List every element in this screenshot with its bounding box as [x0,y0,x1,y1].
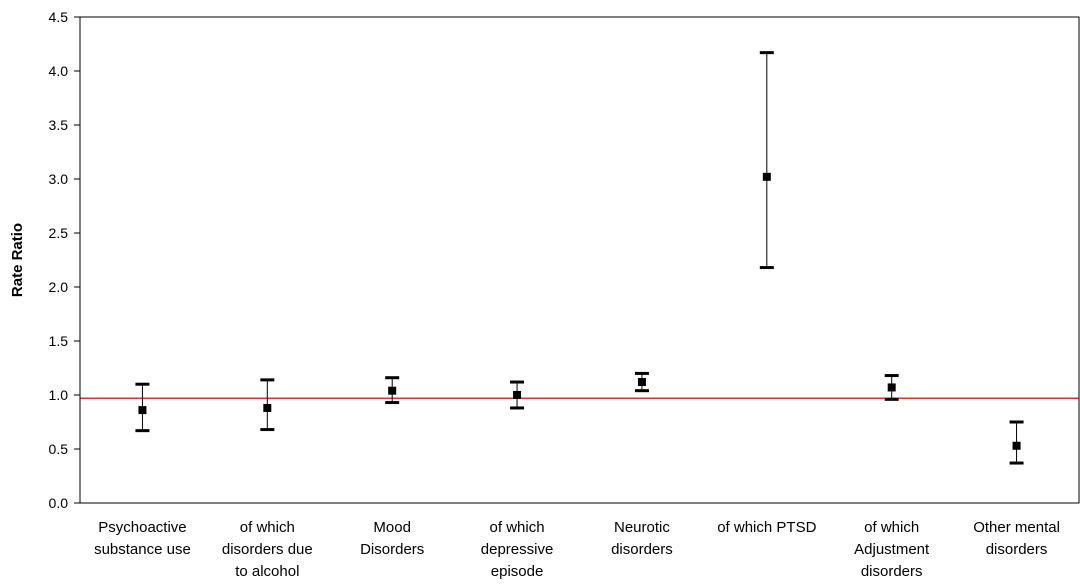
category-label-line: substance use [94,541,191,558]
point-marker [1012,441,1021,450]
data-point-group [135,382,150,433]
category-label: of which depressive episode [481,519,554,580]
category-label-line: Mood [373,519,411,536]
data-point-group [385,376,400,405]
x-axis-labels: Psychoactive substance use of which disorde… [94,519,1060,580]
category-label-line: Adjustment [854,541,930,558]
category-label-line: Disorders [360,541,424,558]
y-tick-label: 3.0 [49,171,69,187]
y-tick-label: 3.5 [49,117,69,133]
point-marker [138,406,147,415]
plot-area-frame [79,16,1080,504]
category-label-line: disorders [611,541,673,558]
category-label-line: disorders [986,541,1048,558]
category-label-line: Psychoactive [98,519,186,536]
y-tick-label: 1.5 [49,333,69,349]
y-tick-label: 0.0 [49,495,69,511]
point-marker [637,378,646,387]
y-tick-label: 0.5 [49,441,69,457]
category-label-line: Neurotic [614,519,670,536]
category-label: Psychoactive substance use [94,519,191,558]
y-tick-label: 4.5 [49,9,69,25]
data-point-group [1009,420,1024,465]
category-label-line: Other mental [973,519,1060,536]
point-marker [762,172,771,181]
category-label-line: episode [491,563,544,580]
category-label: Neurotic disorders [611,519,673,558]
point-marker [513,391,522,399]
y-tick-label: 4.0 [49,63,69,79]
data-point-group [634,371,649,393]
category-label-line: of which [864,519,919,536]
data-point-group [260,378,275,432]
category-label-line: disorders [861,563,923,580]
point-marker [388,386,397,395]
points-layer [135,51,1024,465]
category-label-line: of which [490,519,545,536]
category-label-line: of which [240,519,295,536]
category-label-line: to alcohol [235,563,299,580]
category-label: Mood Disorders [360,519,424,558]
y-axis-ticks: 0.0 0.5 1.0 1.5 2.0 2.5 3.0 3.5 4.0 4.5 [49,9,80,511]
y-tick-label: 2.0 [49,279,69,295]
data-point-group [510,380,525,410]
category-label-line: disorders due [222,541,313,558]
category-label: of which Adjustment disorders [854,519,930,580]
category-label-line: depressive [481,541,554,558]
data-point-group [759,51,774,270]
category-label: of which PTSD [717,519,816,536]
y-axis-title: Rate Ratio [9,223,26,297]
y-tick-label: 2.5 [49,225,69,241]
y-tick-label: 1.0 [49,387,69,403]
data-point-group [884,374,899,401]
category-label: of which disorders due to alcohol [222,519,313,580]
point-marker [263,403,272,412]
point-marker [887,383,896,392]
category-label-line: of which PTSD [717,519,816,536]
category-label: Other mental disorders [973,519,1060,558]
